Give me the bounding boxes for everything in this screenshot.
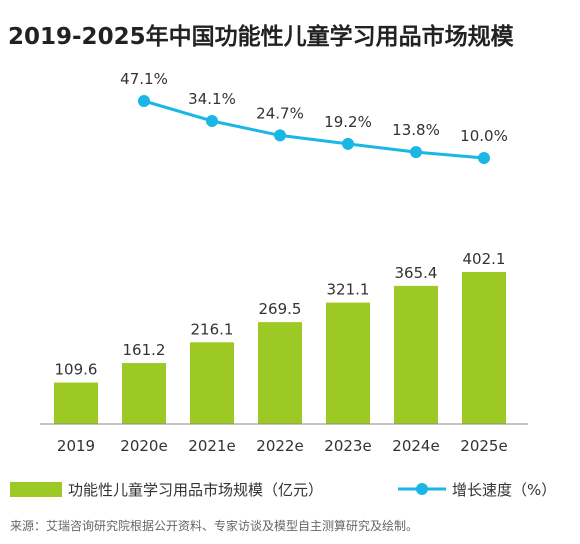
bar-2024e xyxy=(394,285,438,424)
bar-value-label: 402.1 xyxy=(463,250,506,268)
growth-line-layer: 47.1% 34.1% 24.7% 19.2% 13.8% 10.0% xyxy=(120,70,508,164)
bar-value-label: 365.4 xyxy=(395,264,438,282)
bar-2023e xyxy=(326,302,370,424)
bar-2019 xyxy=(54,382,98,424)
growth-point-2022e xyxy=(274,129,286,142)
growth-point-2023e xyxy=(342,137,354,150)
legend-line-marker xyxy=(416,483,428,495)
x-tick-label: 2025e xyxy=(460,437,507,455)
bar-value-label: 109.6 xyxy=(55,361,98,379)
growth-value-label: 24.7% xyxy=(256,104,304,122)
growth-value-label: 34.1% xyxy=(188,90,236,108)
bar-2020e xyxy=(122,363,166,424)
x-tick-labels: 2019 2020e 2021e 2022e 2023e 2024e 2025e xyxy=(57,437,508,455)
growth-line xyxy=(143,99,485,160)
x-tick-label: 2020e xyxy=(120,437,167,455)
source-note: 来源：艾瑞咨询研究院根据公开资料、专家访谈及模型自主测算研究及绘制。 xyxy=(10,518,418,533)
growth-value-label: 13.8% xyxy=(392,121,440,139)
bar-value-label: 321.1 xyxy=(327,281,370,299)
legend-line-label: 增长速度（%） xyxy=(452,481,556,499)
x-tick-label: 2023e xyxy=(324,437,371,455)
bar-value-label: 216.1 xyxy=(191,320,234,338)
bar-2021e xyxy=(190,342,234,424)
growth-point-2025e xyxy=(478,152,490,164)
growth-point-2020e xyxy=(138,95,150,107)
growth-value-label: 47.1% xyxy=(120,70,168,88)
growth-point-2021e xyxy=(206,114,218,127)
bar-2022e xyxy=(258,322,302,424)
growth-point-2024e xyxy=(410,146,422,159)
x-tick-label: 2021e xyxy=(188,437,235,455)
growth-value-label: 10.0% xyxy=(460,127,508,145)
x-tick-label: 2022e xyxy=(256,437,303,455)
bar-value-label: 269.5 xyxy=(259,300,302,318)
growth-value-label: 19.2% xyxy=(324,113,372,131)
x-tick-label: 2024e xyxy=(392,437,439,455)
legend-bar-label: 功能性儿童学习用品市场规模（亿元） xyxy=(68,481,323,499)
legend: 功能性儿童学习用品市场规模（亿元） 增长速度（%） xyxy=(10,481,556,499)
legend-bar-swatch xyxy=(10,482,62,497)
bar-value-label: 161.2 xyxy=(123,341,166,359)
bar-layer: 109.6 161.2 216.1 269.5 321.1 365.4 402.1 xyxy=(54,250,506,424)
bar-2025e xyxy=(462,272,506,424)
x-tick-label: 2019 xyxy=(57,437,95,455)
chart-title: 2019-2025年中国功能性儿童学习用品市场规模 xyxy=(8,23,515,50)
